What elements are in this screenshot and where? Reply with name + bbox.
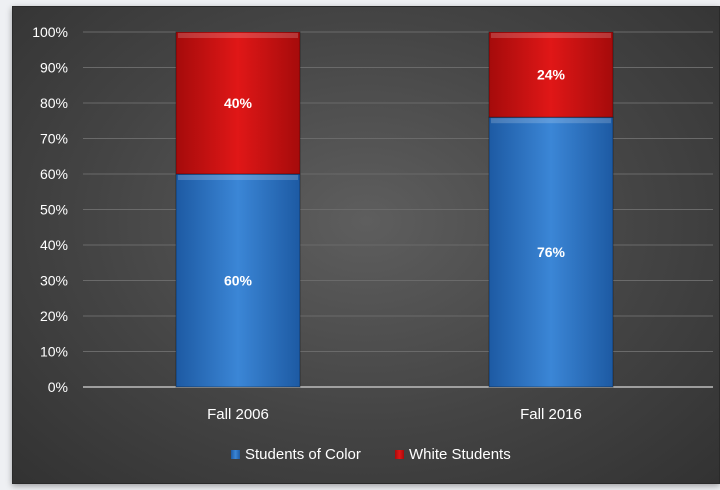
stacked-bar-chart: 0% 10% 20% 30% 40% 50% 60% 70% 80% 90% 100% 60% 40%…	[32, 24, 713, 463]
bar-white-students	[488, 31, 614, 118]
y-tick-label: 20%	[40, 308, 68, 324]
legend-item: White Students	[395, 446, 511, 463]
legend-swatch	[231, 450, 240, 459]
y-axis-ticks: 0% 10% 20% 30% 40% 50% 60% 70% 80% 90% 100%	[32, 24, 68, 395]
bars: 60% 40% 76% 24%	[175, 31, 614, 388]
x-axis-categories: Fall 2006 Fall 2016	[207, 406, 582, 423]
y-tick-label: 80%	[40, 95, 68, 111]
data-label: 40%	[224, 95, 253, 111]
y-tick-label: 10%	[40, 344, 68, 360]
x-category-label: Fall 2006	[207, 406, 269, 423]
y-tick-label: 70%	[40, 131, 68, 147]
y-tick-label: 0%	[48, 379, 68, 395]
y-tick-label: 60%	[40, 166, 68, 182]
data-label: 60%	[224, 273, 253, 289]
bar-white-students	[175, 31, 301, 175]
bar-students-of-color	[488, 116, 614, 388]
data-label: 24%	[537, 67, 566, 83]
legend-item: Students of Color	[231, 446, 361, 463]
x-category-label: Fall 2016	[520, 406, 582, 423]
bar-students-of-color	[175, 173, 301, 388]
legend-label: White Students	[409, 446, 511, 463]
y-tick-label: 40%	[40, 237, 68, 253]
legend-label: Students of Color	[245, 446, 361, 463]
chart-frame: 0% 10% 20% 30% 40% 50% 60% 70% 80% 90% 100% 60% 40%…	[12, 6, 720, 484]
bar-bevel	[491, 33, 611, 38]
y-tick-label: 30%	[40, 273, 68, 289]
y-tick-label: 90%	[40, 60, 68, 76]
bar-bevel	[491, 118, 611, 124]
y-tick-label: 100%	[32, 24, 68, 40]
bar-bevel	[178, 175, 298, 180]
data-label: 76%	[537, 244, 566, 260]
legend: Students of Color White Students	[231, 446, 511, 463]
y-tick-label: 50%	[40, 202, 68, 218]
legend-swatch	[395, 450, 404, 459]
bar-bevel	[178, 33, 298, 38]
